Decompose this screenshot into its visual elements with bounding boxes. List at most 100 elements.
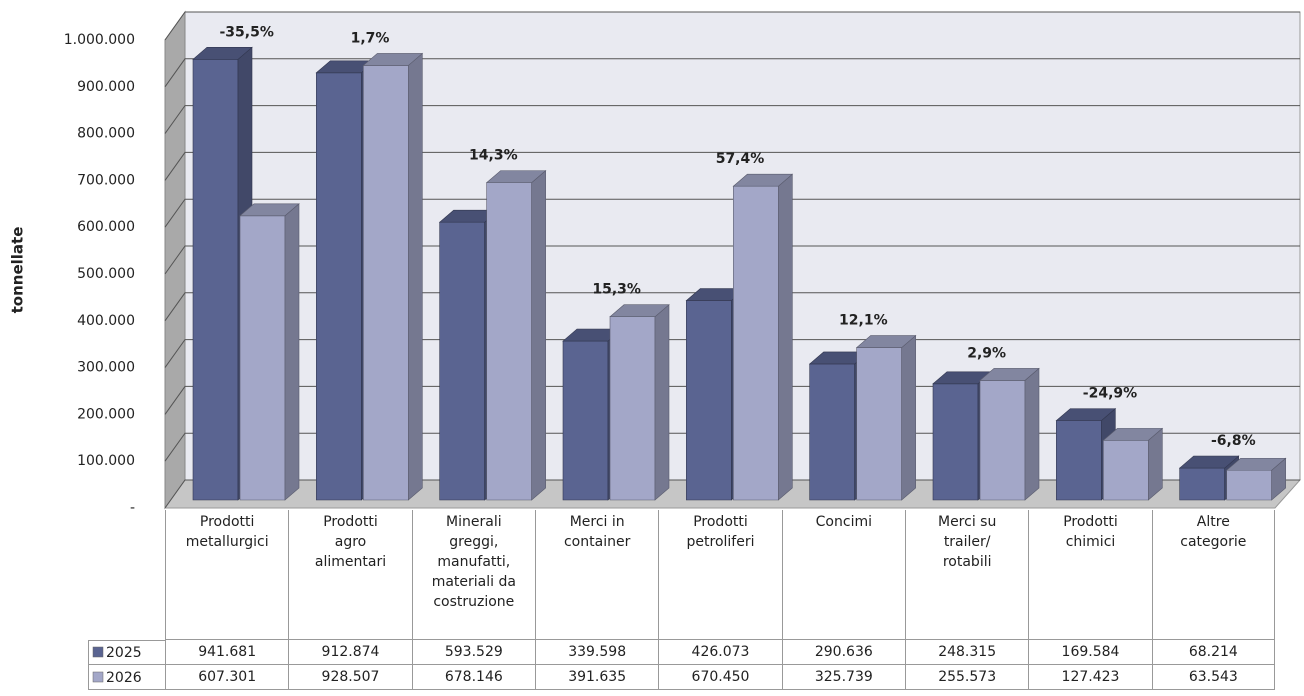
category-header: Merci in container [535,510,659,640]
legend-cell [88,665,165,690]
bar-face [979,380,1026,501]
y-tick-label: 1.000.000 [64,32,135,48]
bar [485,169,547,501]
y-tick-label: 800.000 [77,126,135,142]
category-header: Merci su trailer/ rotabili [905,510,1029,640]
legend-swatch [92,671,104,683]
bar-face [732,173,794,187]
table-value: 255.573 [905,665,1029,690]
y-tick-label: 700.000 [77,172,135,188]
bar [1102,427,1164,501]
bar [239,203,300,501]
table-value: 391.635 [535,665,659,690]
legend-label: 2026 [106,670,142,686]
bar-face [284,203,300,501]
y-axis-label: tonnellate [9,227,27,314]
category-header: Prodotti metallurgici [165,510,289,640]
bar-face [1148,427,1163,501]
bar-face [439,221,485,501]
change-label: 14,3% [469,148,518,164]
bar-face [1024,367,1040,501]
bar-face [778,173,793,501]
y-tick-label: 100.000 [77,453,135,469]
category-header: Prodotti chimici [1028,510,1152,640]
bar-face [901,334,916,501]
category-header: Prodotti petroliferi [658,510,782,640]
bar-face [609,316,656,501]
bar-face [856,347,902,501]
bar-face [486,182,532,501]
bar [1225,457,1287,501]
bar-face [239,203,300,217]
change-label: -24,9% [1083,386,1137,402]
grid-line [164,385,1300,415]
bar-face [192,46,253,60]
bar-face [686,300,732,501]
grid-line [164,479,1300,509]
table-value: 670.450 [658,665,782,690]
grid-line [164,198,1300,228]
bar [732,173,794,501]
table-value: 169.584 [1028,640,1152,665]
table-value: 593.529 [411,640,535,665]
bar-face [979,368,1040,381]
category-header: Altre categorie [1151,510,1275,640]
bar-face [363,65,409,501]
table-value: 912.874 [288,640,412,665]
table-value: 68.214 [1151,640,1275,665]
grid-line [164,151,1300,181]
table-value: 248.315 [905,640,1029,665]
bar-face [239,215,286,501]
change-label: 1,7% [351,30,390,46]
change-label: -35,5% [219,24,273,40]
bar-face [562,340,609,501]
table-value: 941.681 [165,640,289,665]
bar-face [855,335,917,348]
category-header: Concimi [781,510,905,640]
bar [979,367,1040,501]
bar-face [609,304,670,318]
change-label: 12,1% [839,313,888,329]
bar-face [485,170,547,183]
change-label: 57,4% [716,151,765,167]
bar-face [316,72,362,501]
y-tick-label: 300.000 [77,360,135,376]
table-value: 426.073 [658,640,782,665]
bar-face [1178,455,1240,469]
bar [362,52,424,501]
bar-face [408,52,423,501]
table-value: 290.636 [781,640,905,665]
grid-line [164,432,1300,462]
table-value: 339.598 [535,640,659,665]
bar-face [1226,469,1272,501]
grid-line [164,11,1300,41]
grid-line [164,58,1300,88]
bar-face [733,185,779,501]
bar-face [932,383,979,501]
category-header: Minerali greggi, manufatti, materiali da… [411,510,535,640]
bar-face [1225,457,1287,471]
bar-face [192,58,239,501]
y-tick-label: 400.000 [77,313,135,329]
bar [609,304,670,501]
y-tick-label: 900.000 [77,79,135,95]
change-label: 2,9% [967,345,1006,361]
bar-face [1179,467,1225,501]
bar-face [531,169,546,501]
grid-line [164,105,1300,134]
legend-label: 2025 [106,645,142,661]
legend-swatch [92,646,104,658]
table-value: 63.543 [1151,665,1275,690]
y-tick-label: - [130,500,135,516]
y-tick-label: 200.000 [77,406,135,422]
table-value: 607.301 [165,665,289,690]
bar-face [1103,440,1149,501]
bar-face [654,304,670,501]
table-value: 928.507 [288,665,412,690]
bar-face [1056,420,1102,501]
grid-line [164,245,1300,275]
legend-cell [88,640,165,665]
grid-line [164,292,1300,322]
